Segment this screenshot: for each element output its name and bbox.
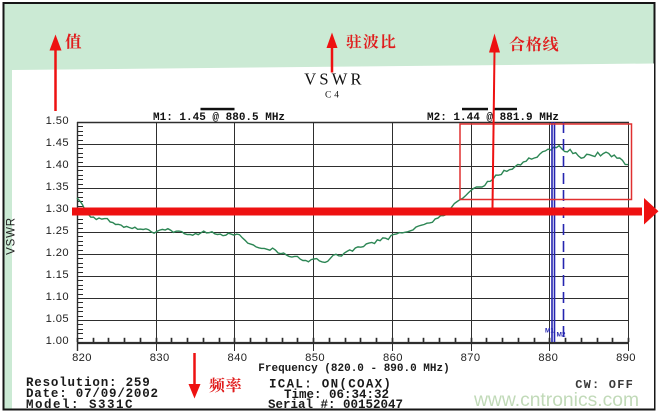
svg-text:1.25: 1.25 bbox=[46, 225, 69, 237]
svg-text:840: 840 bbox=[227, 352, 247, 364]
svg-text:1.50: 1.50 bbox=[46, 115, 69, 127]
svg-text:1.40: 1.40 bbox=[46, 159, 69, 171]
svg-text:890: 890 bbox=[616, 352, 636, 364]
svg-text:Serial #: 00152047: Serial #: 00152047 bbox=[268, 398, 403, 412]
svg-text:1.15: 1.15 bbox=[46, 269, 69, 281]
svg-text:www.cntronics.com: www.cntronics.com bbox=[473, 390, 639, 411]
svg-text:M1: M1 bbox=[545, 328, 554, 335]
svg-text:Resolution: 259: Resolution: 259 bbox=[26, 376, 151, 390]
svg-text:860: 860 bbox=[383, 352, 403, 364]
svg-text:1.20: 1.20 bbox=[46, 247, 69, 259]
svg-text:CW: OFF: CW: OFF bbox=[575, 378, 634, 392]
svg-text:VSWR: VSWR bbox=[6, 217, 18, 255]
svg-text:M2: M2 bbox=[557, 332, 566, 339]
svg-text:C4: C4 bbox=[325, 91, 342, 101]
svg-text:Frequency (820.0 - 890.0 MHz): Frequency (820.0 - 890.0 MHz) bbox=[258, 363, 449, 375]
svg-text:1.05: 1.05 bbox=[46, 313, 69, 325]
svg-text:1.35: 1.35 bbox=[46, 181, 69, 193]
svg-text:Model: S331C: Model: S331C bbox=[26, 398, 134, 412]
svg-text:M1: 1.45 @ 880.5 MHz: M1: 1.45 @ 880.5 MHz bbox=[153, 112, 285, 124]
svg-text:1.00: 1.00 bbox=[46, 335, 69, 347]
svg-text:Time: 06:34:32: Time: 06:34:32 bbox=[284, 388, 389, 402]
svg-text:850: 850 bbox=[305, 352, 325, 364]
svg-text:880: 880 bbox=[538, 352, 558, 364]
svg-text:VSWR: VSWR bbox=[304, 70, 364, 89]
svg-text:1.45: 1.45 bbox=[46, 137, 69, 149]
svg-text:Date: 07/09/2002: Date: 07/09/2002 bbox=[26, 387, 159, 401]
svg-text:ICAL: ON(COAX): ICAL: ON(COAX) bbox=[269, 378, 392, 392]
svg-text:870: 870 bbox=[461, 352, 481, 364]
svg-text:1.30: 1.30 bbox=[46, 203, 69, 215]
svg-text:830: 830 bbox=[150, 352, 170, 364]
svg-text:820: 820 bbox=[72, 352, 92, 364]
svg-text:1.10: 1.10 bbox=[46, 291, 69, 303]
